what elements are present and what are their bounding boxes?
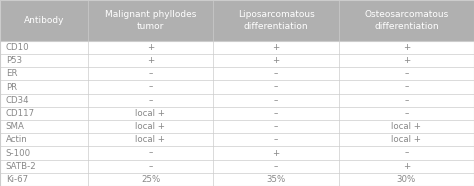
Bar — [213, 41, 339, 54]
Text: +: + — [403, 43, 410, 52]
Bar — [0, 81, 88, 94]
Bar — [88, 67, 213, 81]
Bar — [0, 0, 88, 41]
Text: 35%: 35% — [266, 175, 286, 184]
Bar — [213, 133, 339, 146]
Text: local +: local + — [392, 122, 421, 131]
Text: +: + — [147, 56, 154, 65]
Bar — [88, 0, 213, 41]
Text: +: + — [147, 43, 154, 52]
Text: –: – — [148, 162, 153, 171]
Bar — [0, 94, 88, 107]
Text: +: + — [273, 149, 280, 158]
Text: –: – — [274, 96, 278, 105]
Text: S-100: S-100 — [6, 149, 31, 158]
Bar — [339, 146, 474, 160]
Bar — [88, 120, 213, 133]
Text: –: – — [148, 69, 153, 78]
Bar — [0, 146, 88, 160]
Text: PR: PR — [6, 83, 17, 92]
Text: CD34: CD34 — [6, 96, 29, 105]
Text: –: – — [274, 162, 278, 171]
Bar — [0, 54, 88, 67]
Bar — [88, 94, 213, 107]
Bar — [88, 107, 213, 120]
Bar — [88, 173, 213, 186]
Bar — [213, 160, 339, 173]
Bar — [213, 54, 339, 67]
Text: –: – — [404, 96, 409, 105]
Text: +: + — [273, 56, 280, 65]
Bar — [339, 54, 474, 67]
Bar — [88, 133, 213, 146]
Bar — [0, 173, 88, 186]
Bar — [213, 107, 339, 120]
Text: –: – — [404, 109, 409, 118]
Text: local +: local + — [392, 135, 421, 144]
Bar — [213, 67, 339, 81]
Bar — [0, 67, 88, 81]
Text: –: – — [274, 135, 278, 144]
Text: Osteosarcomatous
differentiation: Osteosarcomatous differentiation — [365, 10, 448, 31]
Text: –: – — [404, 69, 409, 78]
Text: –: – — [274, 83, 278, 92]
Bar — [339, 41, 474, 54]
Text: +: + — [403, 56, 410, 65]
Text: Malignant phyllodes
tumor: Malignant phyllodes tumor — [105, 10, 196, 31]
Text: P53: P53 — [6, 56, 22, 65]
Bar — [213, 0, 339, 41]
Text: –: – — [274, 109, 278, 118]
Bar — [339, 67, 474, 81]
Text: local +: local + — [136, 122, 165, 131]
Bar — [339, 160, 474, 173]
Text: –: – — [404, 83, 409, 92]
Text: local +: local + — [136, 135, 165, 144]
Bar — [88, 146, 213, 160]
Text: –: – — [274, 69, 278, 78]
Bar — [339, 0, 474, 41]
Bar — [339, 173, 474, 186]
Bar — [88, 81, 213, 94]
Text: –: – — [148, 96, 153, 105]
Text: Liposarcomatous
differentiation: Liposarcomatous differentiation — [238, 10, 314, 31]
Text: –: – — [148, 83, 153, 92]
Bar — [339, 107, 474, 120]
Text: 25%: 25% — [141, 175, 160, 184]
Bar — [213, 81, 339, 94]
Text: +: + — [273, 43, 280, 52]
Bar — [0, 160, 88, 173]
Text: SMA: SMA — [6, 122, 25, 131]
Bar — [88, 160, 213, 173]
Text: –: – — [274, 122, 278, 131]
Text: CD117: CD117 — [6, 109, 35, 118]
Bar — [339, 81, 474, 94]
Bar — [88, 41, 213, 54]
Bar — [339, 94, 474, 107]
Bar — [0, 133, 88, 146]
Bar — [339, 133, 474, 146]
Bar — [213, 173, 339, 186]
Text: 30%: 30% — [397, 175, 416, 184]
Text: –: – — [404, 149, 409, 158]
Text: +: + — [403, 162, 410, 171]
Bar — [213, 120, 339, 133]
Text: –: – — [148, 149, 153, 158]
Text: local +: local + — [136, 109, 165, 118]
Bar — [0, 120, 88, 133]
Bar — [213, 146, 339, 160]
Text: ER: ER — [6, 69, 17, 78]
Text: SATB-2: SATB-2 — [6, 162, 36, 171]
Bar — [0, 41, 88, 54]
Bar — [0, 107, 88, 120]
Text: Actin: Actin — [6, 135, 27, 144]
Bar — [88, 54, 213, 67]
Text: CD10: CD10 — [6, 43, 29, 52]
Bar — [339, 120, 474, 133]
Text: Ki-67: Ki-67 — [6, 175, 28, 184]
Text: Antibody: Antibody — [24, 16, 64, 25]
Bar — [213, 94, 339, 107]
